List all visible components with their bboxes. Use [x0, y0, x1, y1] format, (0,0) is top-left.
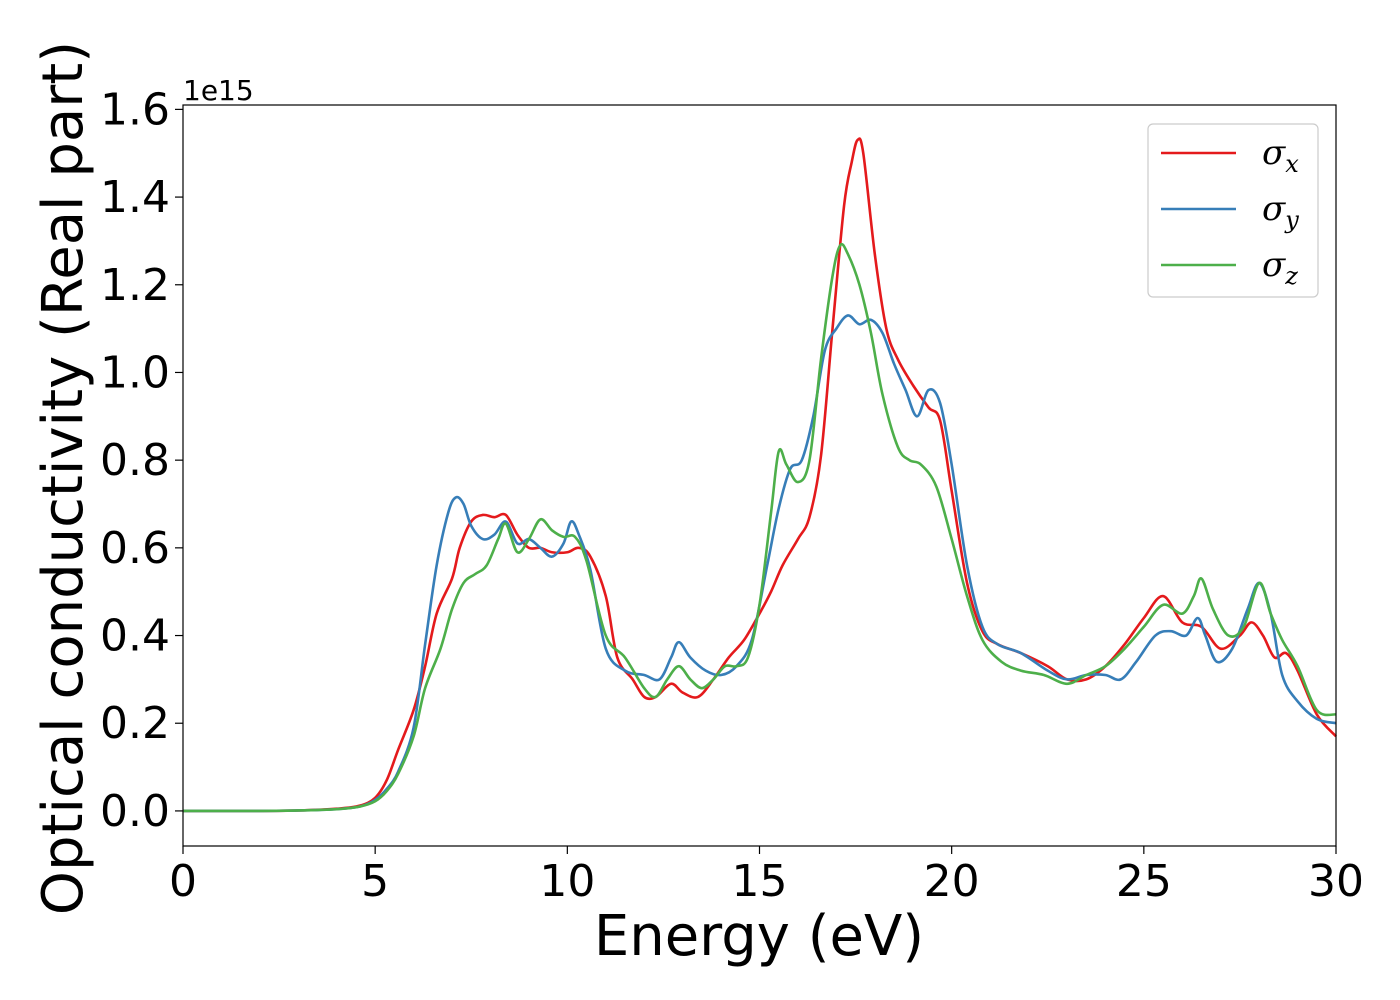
legend-box: [1147, 123, 1319, 298]
y-tick-label: 0.0: [100, 786, 170, 837]
plot-area: [183, 105, 1336, 846]
y-tick-label: 0.2: [100, 698, 170, 749]
x-tick-label: 0: [169, 856, 197, 907]
legend-label-z: σz: [1262, 245, 1298, 290]
x-tick-label: 25: [1116, 856, 1172, 907]
legend-symbol: σ: [1262, 245, 1286, 285]
x-tick-label: 15: [732, 856, 788, 907]
legend-subscript: x: [1285, 150, 1299, 178]
legend-subscript: z: [1284, 262, 1298, 290]
y-tick-label: 1.4: [100, 172, 170, 223]
x-axis-label: Energy (eV): [594, 904, 924, 969]
legend-symbol: σ: [1262, 133, 1286, 173]
x-tick-label: 5: [361, 856, 389, 907]
series-lines: [182, 137, 1337, 813]
y-tick-label: 0.8: [100, 435, 170, 486]
x-tick-label: 20: [924, 856, 980, 907]
y-tick-label: 1.2: [100, 260, 170, 311]
series-line-x: [182, 137, 1337, 813]
legend-label-y: σy: [1262, 189, 1299, 234]
y-offset-label: 1e15: [183, 74, 254, 107]
series-line-z: [182, 242, 1337, 813]
series-line-y: [182, 314, 1337, 813]
legend-symbol: σ: [1262, 189, 1286, 229]
x-axis-ticks: 0 5 10 15 20 25 30: [169, 846, 1364, 907]
x-tick-label: 10: [539, 856, 595, 907]
legend-subscript: y: [1284, 206, 1299, 234]
y-tick-label: 0.6: [100, 523, 170, 574]
y-tick-label: 0.4: [100, 611, 170, 662]
y-axis-label: Optical conductivity (Real part): [31, 41, 96, 915]
y-tick-label: 1.6: [100, 84, 170, 135]
x-tick-label: 30: [1308, 856, 1364, 907]
y-axis-ticks: 0.0 0.2 0.4 0.6 0.8 1.0 1.2 1.4 1.6: [100, 84, 183, 837]
y-tick-label: 1.0: [100, 347, 170, 398]
legend-label-x: σx: [1262, 133, 1299, 178]
